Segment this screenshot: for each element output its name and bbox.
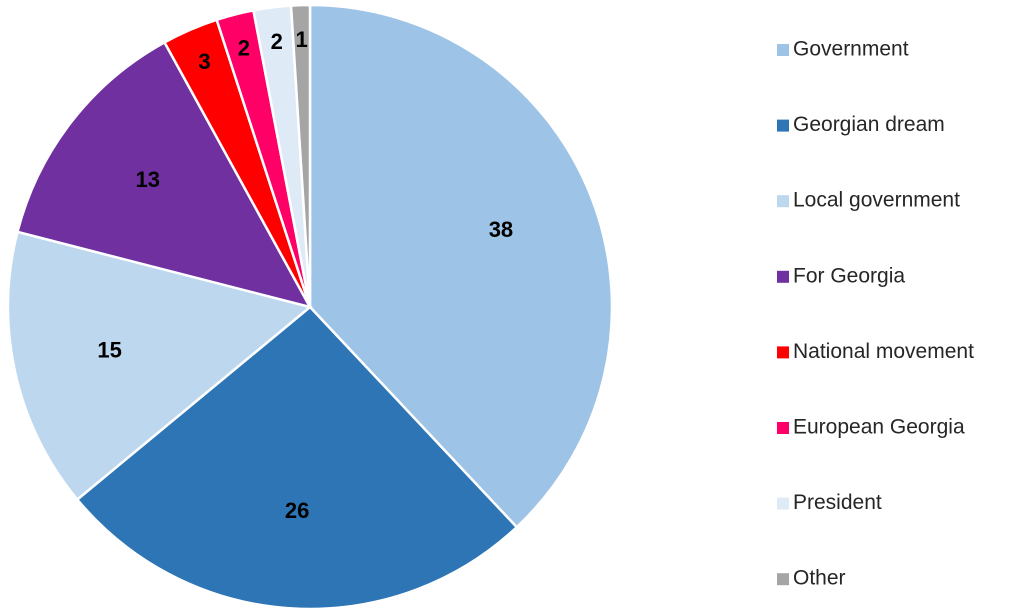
legend-label: For Georgia (793, 264, 905, 287)
legend-label: National movement (793, 340, 974, 363)
data-label: 2 (271, 29, 283, 54)
legend-swatch (777, 497, 789, 510)
data-label: 38 (489, 217, 513, 242)
legend-swatch (777, 270, 789, 283)
legend-label: Georgian dream (793, 113, 945, 136)
data-label: 3 (198, 49, 210, 74)
pie-slice (75, 305, 519, 611)
legend-label: Government (793, 38, 909, 61)
legend-swatch (777, 573, 789, 586)
data-label: 15 (97, 338, 121, 363)
pie-slice (289, 3, 312, 308)
legend-swatch (777, 44, 789, 56)
legend-label: Other (793, 567, 846, 590)
legend-label: Local government (793, 189, 960, 212)
legend-swatch (777, 119, 789, 132)
data-label: 2 (238, 35, 250, 60)
legend-swatch (777, 346, 789, 359)
legend-swatch (777, 422, 789, 434)
legend-swatch (777, 195, 789, 208)
legend-label: European Georgia (793, 416, 965, 439)
pie-slice (6, 230, 313, 502)
pie-slice (308, 3, 614, 529)
data-label: 26 (285, 498, 309, 523)
pie-slice (15, 40, 313, 309)
legend-label: President (793, 491, 882, 514)
data-label: 13 (135, 167, 159, 192)
data-label: 1 (296, 27, 308, 52)
